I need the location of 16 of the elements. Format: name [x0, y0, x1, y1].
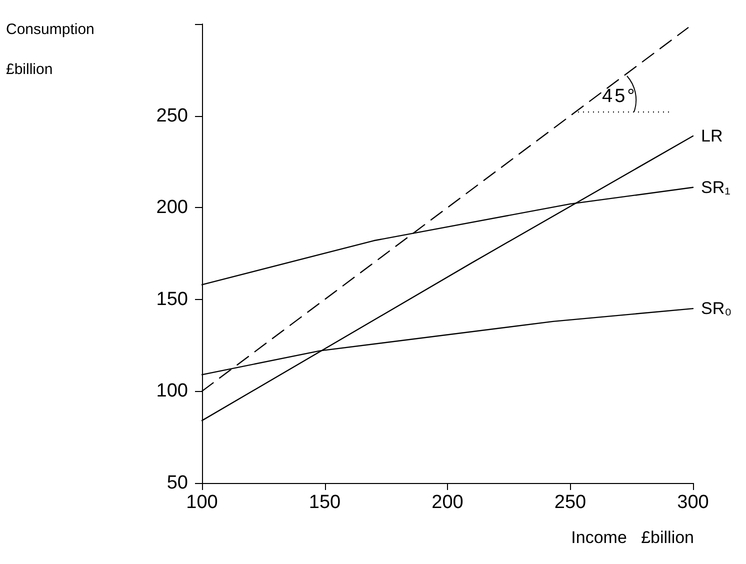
x-tick-label: 200 [432, 492, 464, 513]
text: Consumption £billion [6, 21, 94, 78]
x-tick-label: 100 [186, 492, 218, 513]
y-tick-label: 100 [156, 380, 188, 402]
y-tick-label: 150 [156, 288, 188, 310]
annotation: 45° [602, 86, 637, 108]
x-tick-label: 150 [308, 492, 341, 513]
series-label: SR₀ [701, 299, 732, 318]
series-label: SR₁ [701, 178, 731, 197]
y-tick-label: 50 [166, 472, 188, 494]
x-axis-title: Income £billion [571, 528, 694, 548]
y-tick-label: 250 [156, 105, 188, 126]
series-label: LR [701, 126, 723, 146]
x-tick-label: 250 [554, 492, 586, 513]
x-tick-label: 300 [677, 492, 709, 513]
y-tick-label: 200 [156, 197, 188, 218]
